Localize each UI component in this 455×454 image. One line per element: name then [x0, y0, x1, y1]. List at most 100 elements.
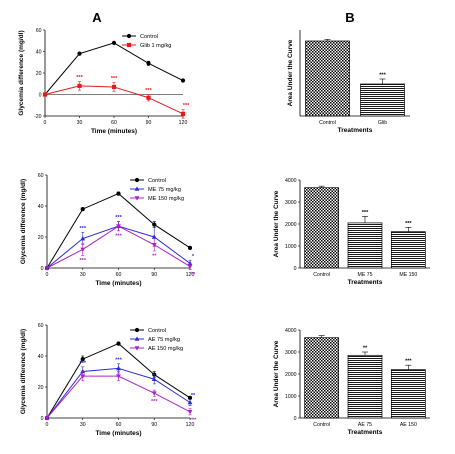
legend-label: ME 75 mg/kg [148, 187, 181, 193]
data-point [146, 95, 151, 100]
y-tick-label: -20 [34, 114, 42, 120]
data-point [151, 242, 157, 248]
data-point [80, 247, 86, 252]
data-point [187, 260, 193, 266]
bar [304, 337, 340, 419]
data-point [44, 416, 50, 421]
chart-me-auc: 0 1000 2000 3000 4000 Control *** ME 75 *** ME 15… [273, 178, 430, 286]
significance-label: *** [362, 210, 369, 216]
data-point [80, 357, 85, 362]
x-tick-label: 60 [111, 120, 117, 126]
bar [305, 40, 350, 117]
legend-marker [134, 186, 140, 191]
y-tick-label: 20 [38, 235, 44, 241]
legend-label: Control [148, 178, 166, 184]
data-point [80, 368, 86, 374]
legend-label: Control [140, 34, 158, 40]
data-point [111, 40, 117, 46]
significance-label: *** [379, 73, 386, 79]
data-point [44, 266, 50, 271]
x-tick-label: 30 [80, 422, 86, 428]
y-axis-label: Glycemia difference (mg/dl) [18, 30, 25, 115]
legend-marker [134, 177, 140, 183]
data-point [77, 51, 82, 56]
legend-label: Glib 1 mg/kg [140, 43, 171, 49]
y-axis-label: Area Under the Curve [273, 340, 280, 407]
x-tick-label: 90 [146, 120, 152, 126]
chart-me-time-course: 0 20 40 60 0 30 60 90 120 Time (minutes) Glycemia … [20, 173, 196, 287]
data-point [111, 84, 117, 90]
y-tick-label: 40 [38, 354, 44, 360]
data-point [77, 83, 82, 88]
x-tick-label: 30 [80, 272, 86, 278]
data-point [116, 191, 121, 196]
legend-marker [126, 33, 132, 39]
x-axis-label: Treatments [338, 127, 373, 134]
data-point [80, 374, 86, 379]
y-tick-label: 40 [38, 204, 44, 210]
chart-ae-auc: 0 1000 2000 3000 4000 Control ** AE 75 *** AE 150… [273, 328, 430, 436]
chart-ae-time-course: 0 20 40 60 0 30 60 90 120 Time (minutes) Glycemia … [20, 323, 197, 437]
x-axis-label: Time (minutes) [95, 430, 141, 437]
x-tick-label: 60 [116, 422, 122, 428]
data-point [151, 234, 157, 239]
x-tick-label: ME 150 [399, 272, 417, 278]
y-axis-label: Area Under the Curve [287, 39, 294, 106]
panel-label-a: A [92, 10, 102, 25]
data-point [80, 235, 86, 241]
legend-label: AE 150 mg/kg [148, 346, 183, 352]
bar [360, 83, 405, 117]
data-point [80, 207, 85, 212]
legend-marker [126, 42, 132, 48]
y-tick-label: 2000 [285, 222, 297, 228]
x-tick-label: 0 [46, 422, 49, 428]
y-tick-label: 20 [38, 385, 44, 391]
significance-label: *** [115, 233, 122, 239]
data-point [116, 341, 121, 346]
x-tick-label: 90 [151, 272, 157, 278]
data-point [42, 92, 48, 97]
data-point [152, 222, 157, 227]
significance-label: *** [79, 258, 86, 264]
x-tick-label: Control [319, 120, 336, 126]
y-tick-label: 20 [36, 71, 42, 77]
data-point [187, 264, 193, 270]
significance-label: *** [111, 76, 118, 82]
significance-label: *** [115, 215, 122, 221]
y-tick-label: 0 [39, 92, 42, 98]
data-point [187, 399, 193, 405]
legend-marker [134, 336, 140, 341]
x-tick-label: 60 [116, 272, 122, 278]
bar [304, 187, 340, 269]
significance-label: *** [405, 221, 412, 227]
significance-label: *** [151, 399, 158, 405]
significance-label: ** [152, 253, 157, 259]
significance-label: * [153, 221, 156, 227]
y-tick-label: 0 [294, 416, 297, 422]
x-axis-label: Time (minutes) [91, 128, 137, 135]
legend-marker [134, 346, 140, 351]
y-tick-label: 4000 [285, 178, 297, 184]
y-tick-label: 2000 [285, 372, 297, 378]
x-axis-label: Treatments [348, 279, 383, 286]
y-axis-label: Glycemia difference (mg/dl) [20, 329, 27, 414]
chart-glib-auc: Control *** Glib Treatments Area Under the C… [287, 30, 410, 134]
legend-label: AE 75 mg/kg [148, 337, 180, 343]
y-tick-label: 0 [294, 266, 297, 272]
y-tick-label: 1000 [285, 244, 297, 250]
x-tick-label: AE 75 [358, 422, 372, 428]
y-tick-label: 4000 [285, 328, 297, 334]
significance-label: * [192, 254, 195, 260]
panel-label-b: B [345, 10, 354, 25]
significance-label: ** [191, 272, 196, 278]
y-axis-label: Area Under the Curve [273, 190, 280, 257]
y-tick-label: 60 [36, 28, 42, 34]
y-axis-label: Glycemia difference (mg/dl) [20, 179, 27, 264]
significance-label: *** [76, 75, 83, 81]
significance-label: *** [79, 360, 86, 366]
x-tick-label: 120 [186, 272, 195, 278]
x-tick-label: 90 [151, 422, 157, 428]
x-tick-label: 120 [186, 422, 195, 428]
y-tick-label: 0 [41, 416, 44, 422]
